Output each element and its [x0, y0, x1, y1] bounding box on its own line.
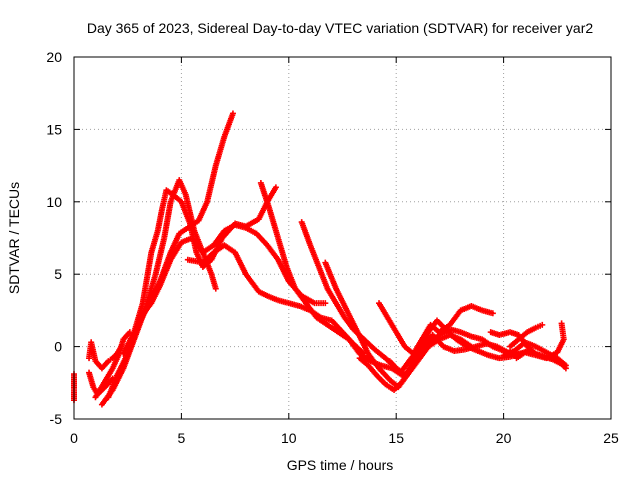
y-tick-labels: -5 0 5 10 15 20 — [46, 49, 62, 427]
y-tick-label: 0 — [54, 339, 62, 355]
y-tick-label: 20 — [46, 49, 62, 65]
x-tick-label: 10 — [281, 430, 297, 446]
y-tick-label: 5 — [54, 266, 62, 282]
x-tick-label: 25 — [603, 430, 619, 446]
y-tick-label: 10 — [46, 194, 62, 210]
x-tick-label: 15 — [388, 430, 404, 446]
y-tick-label: 15 — [46, 121, 62, 137]
x-tick-label: 20 — [496, 430, 512, 446]
chart-title: Day 365 of 2023, Sidereal Day-to-day VTE… — [87, 20, 593, 36]
series-arc3 — [120, 184, 279, 357]
y-tick-label: -5 — [50, 411, 63, 427]
x-tick-label: 0 — [70, 430, 78, 446]
sdtvar-chart: Day 365 of 2023, Sidereal Day-to-day VTE… — [0, 0, 640, 480]
y-axis-label: SDTVAR / TECUs — [6, 182, 22, 294]
series-arc7 — [299, 219, 475, 378]
data-marks — [71, 110, 569, 407]
x-tick-label: 5 — [178, 430, 186, 446]
x-axis-label: GPS time / hours — [287, 457, 394, 473]
series-arc8 — [322, 260, 517, 391]
x-tick-labels: 0 5 10 15 20 25 — [70, 430, 619, 446]
